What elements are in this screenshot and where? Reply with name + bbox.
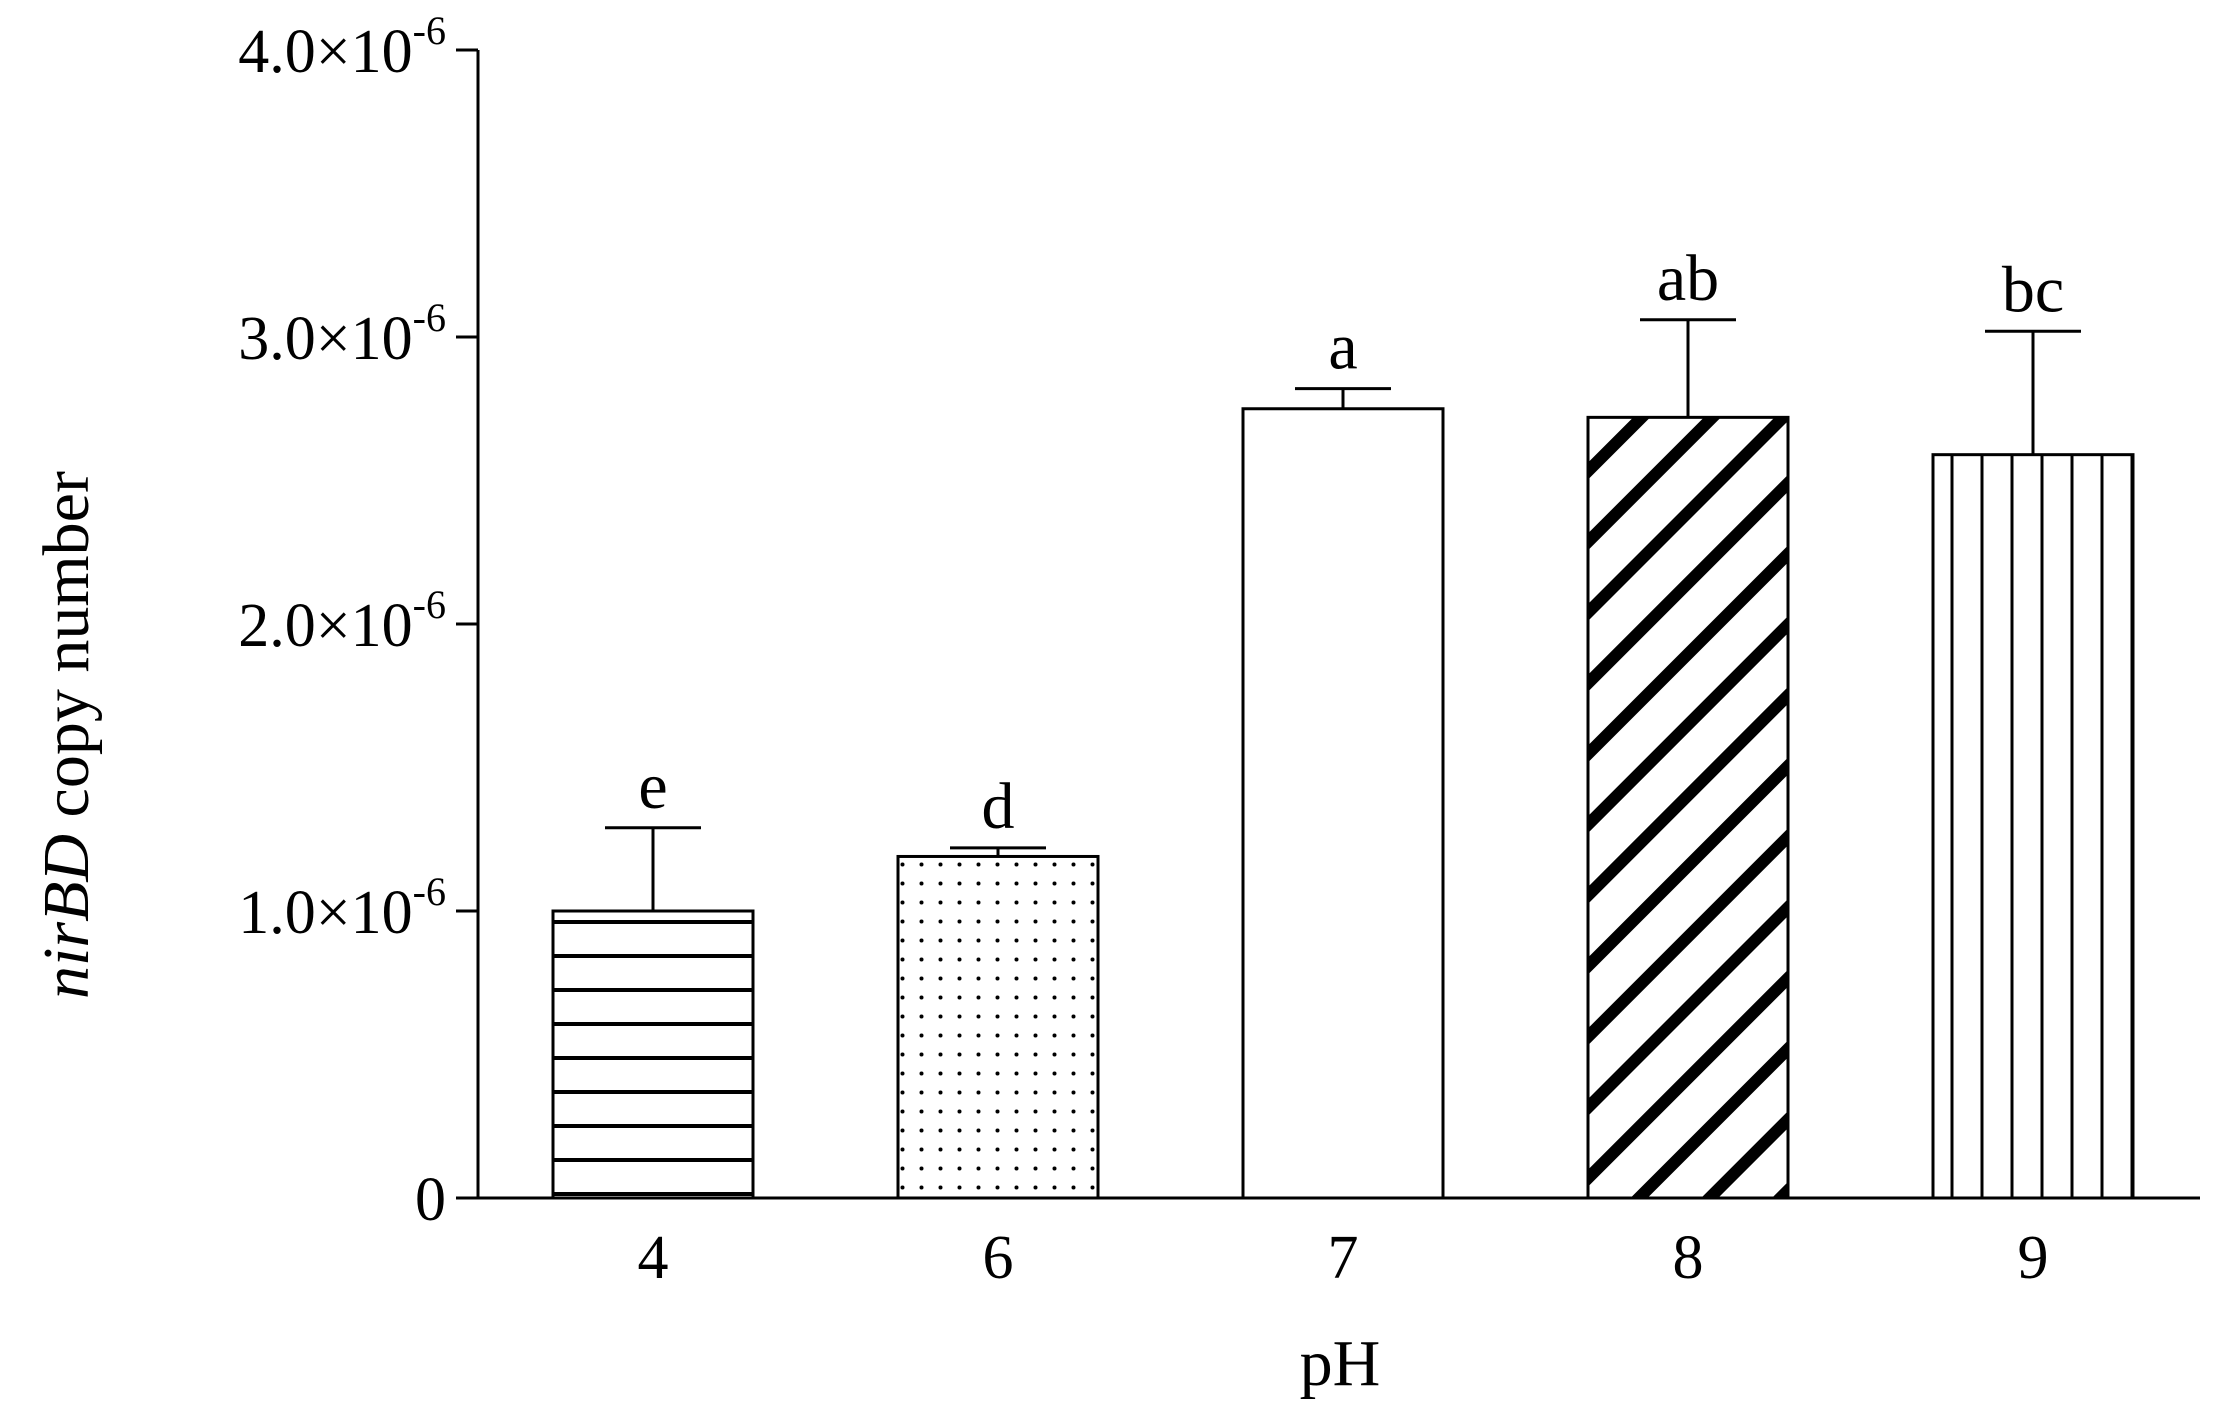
x-tick-label: 4 [638, 1224, 669, 1292]
significance-labels: e d a ab bc [638, 242, 2064, 843]
y-tick-mantissa: 1.0 [238, 879, 316, 947]
y-tick-mantissa: 0 [415, 1166, 446, 1234]
error-bars [605, 318, 2081, 911]
significance-letter: bc [2002, 253, 2064, 326]
y-tick-mantissa: 2.0 [238, 592, 316, 660]
significance-letter: d [982, 770, 1015, 843]
bars [551, 407, 2135, 1200]
y-tick-mantissa: 4.0 [238, 18, 316, 86]
bar-ph-6 [896, 854, 1100, 1200]
y-tick-base: 10 [351, 592, 413, 660]
x-tick-label: 7 [1328, 1224, 1359, 1292]
bar-ph-4 [551, 909, 755, 1200]
bar-ph-8 [1586, 415, 1790, 1200]
y-tick-exp: -6 [413, 8, 446, 53]
y-tick-exp: -6 [413, 869, 446, 914]
y-tick-mantissa: 3.0 [238, 305, 316, 373]
y-tick-exp: -6 [413, 582, 446, 627]
y-tick-base: 10 [351, 305, 413, 373]
y-tick-label: 3.0×10-6 [238, 295, 446, 373]
x-axis: 4 6 7 8 9 [478, 1168, 2200, 1292]
significance-letter: e [638, 750, 667, 823]
x-tick-label: 8 [1673, 1224, 1704, 1292]
y-tick-label: 4.0×10-6 [238, 8, 446, 86]
significance-letter: a [1328, 311, 1357, 384]
y-tick-exp: -6 [413, 295, 446, 340]
y-tick-base: 10 [351, 879, 413, 947]
y-tick-times: × [316, 305, 351, 373]
bar-ph-9 [1931, 453, 2135, 1200]
y-axis-label-italic: nirBD [30, 834, 103, 999]
y-tick-times: × [316, 18, 351, 86]
x-tick-label: 6 [983, 1224, 1014, 1292]
x-tick-label: 9 [2018, 1224, 2049, 1292]
y-axis-label-rest: copy number [30, 471, 103, 834]
significance-letter: ab [1657, 242, 1719, 315]
bar-ph-7 [1241, 407, 1445, 1200]
y-tick-times: × [316, 592, 351, 660]
y-tick-label: 1.0×10-6 [238, 869, 446, 947]
y-axis: 01.0×10-62.0×10-63.0×10-64.0×10-6 [238, 8, 480, 1234]
y-tick-times: × [316, 879, 351, 947]
x-axis-label: pH [1300, 1327, 1381, 1400]
y-tick-base: 10 [351, 18, 413, 86]
y-axis-label: nirBD copy number [30, 471, 103, 999]
y-tick-label: 2.0×10-6 [238, 582, 446, 660]
y-tick-label: 0 [415, 1166, 446, 1234]
